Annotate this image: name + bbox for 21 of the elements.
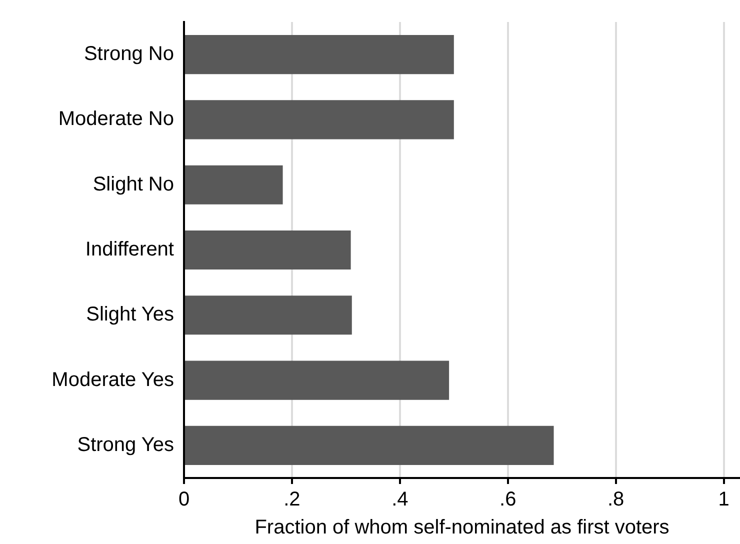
y-tick-label: Slight Yes — [86, 304, 174, 326]
y-tick-label: Strong No — [84, 43, 174, 66]
bar — [185, 230, 351, 270]
y-tick-label: Strong Yes — [77, 434, 174, 456]
bar — [185, 165, 283, 204]
y-tick-label: Slight No — [92, 173, 174, 196]
x-tick-label: .8 — [608, 488, 624, 511]
bar — [185, 35, 454, 74]
bar — [185, 296, 352, 335]
bar — [185, 360, 450, 400]
x-tick-label: 1 — [718, 488, 730, 511]
y-tick-label: Moderate Yes — [52, 368, 174, 391]
y-tick-label: Moderate No — [58, 108, 174, 130]
bar — [185, 100, 454, 140]
x-tick-label: 0 — [178, 488, 190, 511]
x-tick-label: .6 — [500, 488, 516, 511]
x-tick-label: .4 — [392, 488, 408, 511]
bar — [185, 426, 554, 465]
y-tick-label: Indifferent — [85, 238, 174, 261]
x-tick-label: .2 — [284, 488, 300, 511]
x-axis-title: Fraction of whom self-nominated as first voters — [254, 516, 670, 539]
